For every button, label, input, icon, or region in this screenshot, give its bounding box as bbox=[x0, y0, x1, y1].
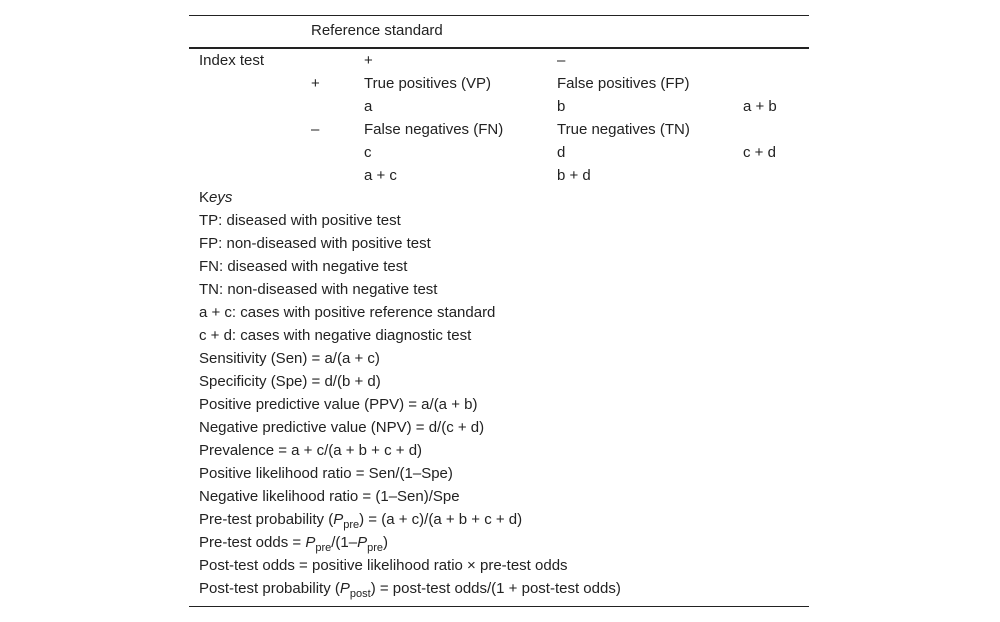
key-line: Pre-test probability (Ppre) = (a + c)/(a… bbox=[199, 511, 523, 531]
key-line: FN: diseased with negative test bbox=[199, 258, 408, 275]
key-part: ) = post-test odds/(1 + post-test odds) bbox=[370, 580, 621, 597]
table-cell: False negatives (FN) bbox=[364, 121, 504, 138]
table-cell: + bbox=[364, 52, 373, 69]
table-cell: b + d bbox=[557, 167, 591, 184]
key-part: Pre-test odds = bbox=[199, 534, 306, 551]
key-line: Negative likelihood ratio = (1–Sen)/Spe bbox=[199, 488, 460, 505]
key-line: Pre-test odds = Ppre/(1–Ppre) bbox=[199, 534, 389, 554]
key-line: FP: non-diseased with positive test bbox=[199, 235, 431, 252]
top-rule bbox=[189, 15, 809, 16]
table-cell: False positives (FP) bbox=[557, 75, 690, 92]
key-line: Negative predictive value (NPV) = d/(c +… bbox=[199, 419, 485, 436]
key-line: Prevalence = a + c/(a + b + c + d) bbox=[199, 442, 423, 459]
keys-heading-part: K bbox=[199, 189, 210, 206]
table-cell: True positives (VP) bbox=[364, 75, 491, 92]
key-part: pre bbox=[315, 542, 332, 554]
key-part: P bbox=[357, 534, 368, 551]
keys-heading: Keys bbox=[199, 189, 232, 207]
table-cell: a + c bbox=[364, 167, 397, 184]
key-line: c + d: cases with negative diagnostic te… bbox=[199, 327, 472, 344]
key-line: Sensitivity (Sen) = a/(a + c) bbox=[199, 350, 380, 367]
key-part: ) = (a + c)/(a + b + c + d) bbox=[359, 511, 523, 528]
key-line: Positive likelihood ratio = Sen/(1–Spe) bbox=[199, 465, 453, 482]
key-line: TN: non-diseased with negative test bbox=[199, 281, 438, 298]
table-cell: + bbox=[311, 75, 320, 92]
table-cell: c bbox=[364, 144, 372, 161]
key-line: Post-test probability (Ppost) = post-tes… bbox=[199, 580, 621, 600]
key-part: pre bbox=[367, 542, 384, 554]
table-cell: Index test bbox=[199, 52, 265, 69]
key-line: TP: diseased with positive test bbox=[199, 212, 401, 229]
key-part: P bbox=[339, 580, 350, 597]
keys-heading-part: eys bbox=[209, 189, 233, 206]
key-line: Post-test odds = positive likelihood rat… bbox=[199, 557, 568, 574]
key-part: P bbox=[305, 534, 316, 551]
key-part: /(1– bbox=[331, 534, 358, 551]
table-cell: d bbox=[557, 144, 566, 161]
key-line: a + c: cases with positive reference sta… bbox=[199, 304, 496, 321]
key-part: ) bbox=[383, 534, 389, 551]
header-rule bbox=[189, 47, 809, 49]
table-cell: – bbox=[311, 121, 320, 138]
key-part: post bbox=[349, 588, 371, 600]
table-cell: – bbox=[557, 52, 566, 69]
table-cell: a bbox=[364, 98, 373, 115]
header-cell: Reference standard bbox=[311, 22, 443, 39]
table-cell: True negatives (TN) bbox=[557, 121, 690, 138]
key-line: Positive predictive value (PPV) = a/(a +… bbox=[199, 396, 478, 413]
table-cell: a + b bbox=[743, 98, 777, 115]
table-cell: b bbox=[557, 98, 566, 115]
key-part: P bbox=[333, 511, 344, 528]
table-cell: c + d bbox=[743, 144, 776, 161]
key-part: Post-test probability ( bbox=[199, 580, 340, 597]
bottom-rule bbox=[189, 606, 809, 607]
key-line: Specificity (Spe) = d/(b + d) bbox=[199, 373, 381, 390]
key-part: Pre-test probability ( bbox=[199, 511, 334, 528]
key-part: pre bbox=[343, 519, 360, 531]
